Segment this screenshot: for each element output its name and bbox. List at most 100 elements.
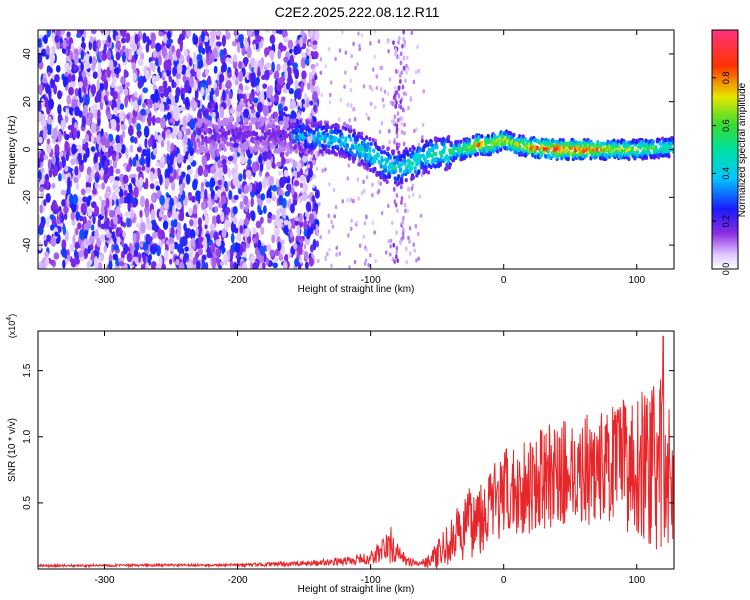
spectrogram-ridge-cell xyxy=(360,131,364,136)
spectrogram-cell xyxy=(70,81,77,88)
spectrogram-cell xyxy=(166,139,171,147)
spectrogram-cell xyxy=(236,232,242,243)
spectrogram-cell xyxy=(74,241,79,250)
spectrogram-cell xyxy=(282,260,288,269)
spectrogram-cell xyxy=(358,43,361,48)
spectrogram-cell xyxy=(397,85,401,91)
spectrogram-cell xyxy=(40,191,45,200)
spectrogram-ridge-cell xyxy=(245,141,249,146)
spectrogram-cell xyxy=(273,93,279,104)
spectrogram-cell xyxy=(347,163,351,168)
spectrogram-cell xyxy=(147,236,153,242)
spectrogram-ridge-cell xyxy=(266,142,271,147)
spectrogram-y-tick-label: 20 xyxy=(22,96,33,108)
spectrogram-cell xyxy=(356,177,360,182)
spectrogram-ridge-cell xyxy=(509,131,513,136)
spectrogram-cell xyxy=(344,70,347,75)
spectrogram-cell xyxy=(283,225,289,235)
spectrogram-cell xyxy=(415,127,419,132)
spectrogram-cell xyxy=(140,221,146,234)
spectrogram-cell xyxy=(71,98,78,109)
colorbar-tick-label: 0.6 xyxy=(721,119,731,132)
spectrogram-cell xyxy=(294,216,299,222)
spectrogram-ridge-cell xyxy=(424,169,428,174)
spectrogram-cell xyxy=(90,224,95,231)
spectrogram-cell xyxy=(239,201,244,210)
spectrogram-cell xyxy=(75,211,81,221)
spectrogram-cell xyxy=(292,199,298,206)
spectrogram-cell xyxy=(397,103,401,109)
spectrogram-ridge-cell xyxy=(254,131,259,137)
spectrogram-cell xyxy=(400,70,404,76)
spectrogram-cell xyxy=(205,181,211,188)
spectrogram-ridge-cell xyxy=(377,146,382,152)
spectrogram-cell xyxy=(377,179,380,185)
spectrogram-cell xyxy=(324,256,328,262)
spectrogram-ridge-cell xyxy=(443,145,447,150)
spectrogram-cell xyxy=(112,153,116,162)
spectrogram-cell xyxy=(124,211,131,217)
spectrogram-cell xyxy=(388,77,392,82)
spectrogram-cell xyxy=(47,129,52,136)
spectrogram-cell xyxy=(220,195,227,205)
spectrogram-cell xyxy=(369,101,373,107)
spectrogram-ridge-cell xyxy=(239,142,243,147)
spectrogram-cell xyxy=(389,244,392,249)
spectrogram-cell xyxy=(115,168,121,175)
spectrogram-cell xyxy=(70,158,76,166)
spectrogram-cell xyxy=(314,30,320,42)
spectrogram-cell xyxy=(62,39,67,50)
spectrogram-cell xyxy=(115,40,121,50)
spectrogram-cell xyxy=(55,65,61,73)
colorbar-tick-label: 0.8 xyxy=(721,72,731,85)
spectrogram-ridge-cell xyxy=(343,121,347,127)
spectrogram-ridge-cell xyxy=(398,156,403,162)
spectrogram-cell xyxy=(120,30,127,36)
spectrogram-ridge-cell xyxy=(258,147,263,152)
spectrogram-cell xyxy=(113,180,120,187)
spectrogram-cell xyxy=(196,53,203,62)
spectrogram-cell xyxy=(317,202,321,207)
spectrogram-cell xyxy=(185,128,191,136)
spectrogram-cell xyxy=(408,226,412,231)
spectrogram-cell xyxy=(308,57,312,63)
spectrogram-cell xyxy=(145,153,151,166)
spectrogram-cell xyxy=(152,246,158,253)
spectrogram-cell xyxy=(217,201,223,208)
spectrogram-cell xyxy=(349,103,353,108)
spectrogram-cell xyxy=(115,142,122,152)
spectrogram-ridge-cell xyxy=(426,170,431,175)
colorbar-gradient xyxy=(711,29,739,270)
spectrogram-cell xyxy=(112,253,119,261)
spectrogram-cell xyxy=(183,223,187,232)
spectrogram-cell xyxy=(176,48,181,59)
spectrogram-cell xyxy=(193,101,198,109)
spectrogram-cell xyxy=(139,157,146,166)
spectrogram-cell xyxy=(178,262,185,269)
spectrogram-cell xyxy=(358,243,362,248)
spectrogram-ridge-cell xyxy=(315,121,319,127)
spectrogram-cell xyxy=(346,102,350,107)
colorbar: 0.00.20.40.60.8 Normalized spectral ampl… xyxy=(711,29,748,275)
spectrogram-cell xyxy=(149,244,155,255)
spectrogram-cell xyxy=(67,176,71,189)
spectrogram-ridge-cell xyxy=(384,165,388,170)
spectrogram-ridge-cell xyxy=(366,156,370,162)
spectrogram-cell xyxy=(220,211,225,223)
snr-x-tick-label: 0 xyxy=(501,575,507,586)
spectrogram-cell xyxy=(223,258,228,266)
spectrogram-y-tick-label: -20 xyxy=(22,190,33,205)
snr-x-ticks: -300 -200 -100 0 100 xyxy=(95,331,646,586)
spectrogram-cell xyxy=(412,242,416,247)
spectrogram-cell xyxy=(122,174,129,185)
spectrogram-ridge-cell xyxy=(620,148,624,154)
spectrogram-ridge-cell xyxy=(293,144,298,149)
spectrogram-ridge-cell xyxy=(208,149,212,154)
spectrogram-cell xyxy=(234,67,239,78)
spectrogram-ridge-cell xyxy=(509,135,514,140)
spectrogram-cell xyxy=(137,131,141,139)
spectrogram-cell xyxy=(136,146,142,153)
spectrogram-cell xyxy=(264,47,270,56)
spectrogram-ridge-cell xyxy=(480,143,484,148)
spectrogram-cell xyxy=(71,143,77,155)
